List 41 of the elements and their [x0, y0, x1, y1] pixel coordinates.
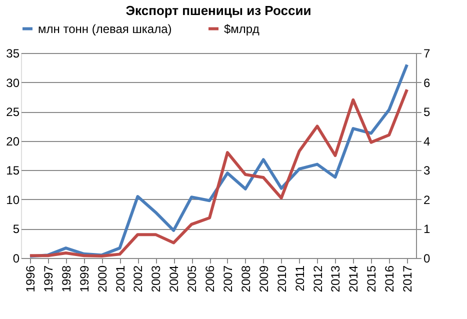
x-tick-label: 2006	[203, 265, 218, 292]
x-tick-label: 1997	[41, 265, 56, 292]
x-tick-label: 2009	[256, 265, 271, 292]
y2-tick-label: 1	[424, 222, 430, 236]
x-tick-label: 1996	[23, 265, 38, 292]
x-tick-label: 2001	[113, 265, 128, 292]
x-tick-label: 2000	[95, 265, 110, 292]
x-tick-label: 2017	[400, 265, 415, 292]
x-tick-label: 1999	[77, 265, 92, 292]
x-tick-label: 2002	[131, 265, 146, 292]
y-tick-label: 20	[6, 134, 20, 148]
y-tick-label: 5	[12, 222, 20, 236]
x-tick-label: 2003	[149, 265, 164, 292]
x-tick-label: 2005	[185, 265, 200, 292]
x-tick-label: 2015	[364, 265, 379, 292]
x-tick-label: 2014	[346, 265, 361, 292]
legend-label: $млрд	[224, 22, 260, 36]
y-tick-label: 35	[6, 46, 20, 60]
x-tick-label: 2013	[328, 265, 343, 292]
legend-label: млн тонн (левая шкала)	[38, 22, 172, 36]
y2-tick-label: 2	[424, 192, 430, 207]
y2-tick-label: 6	[424, 76, 430, 90]
x-tick-label: 1998	[59, 265, 74, 292]
x-tick-label: 2012	[310, 265, 325, 292]
y-tick-label: 0	[12, 252, 20, 266]
x-tick-label: 2004	[167, 265, 182, 292]
y2-tick-label: 5	[424, 105, 430, 120]
y-tick-label: 10	[6, 192, 20, 207]
y2-tick-label: 3	[424, 164, 430, 178]
y2-tick-label: 4	[424, 134, 430, 148]
y-tick-label: 30	[6, 76, 20, 90]
y2-tick-label: 7	[424, 46, 430, 60]
x-tick-label: 2016	[382, 265, 397, 292]
x-tick-label: 2008	[238, 265, 253, 292]
x-tick-label: 2007	[220, 265, 235, 292]
y-tick-label: 25	[6, 105, 20, 120]
chart-title: Экспорт пшеницы из России	[126, 3, 312, 18]
y-tick-label: 15	[6, 164, 20, 178]
x-tick-label: 2010	[274, 265, 289, 292]
y2-tick-label: 0	[424, 252, 430, 266]
x-tick-label: 2011	[292, 265, 307, 292]
